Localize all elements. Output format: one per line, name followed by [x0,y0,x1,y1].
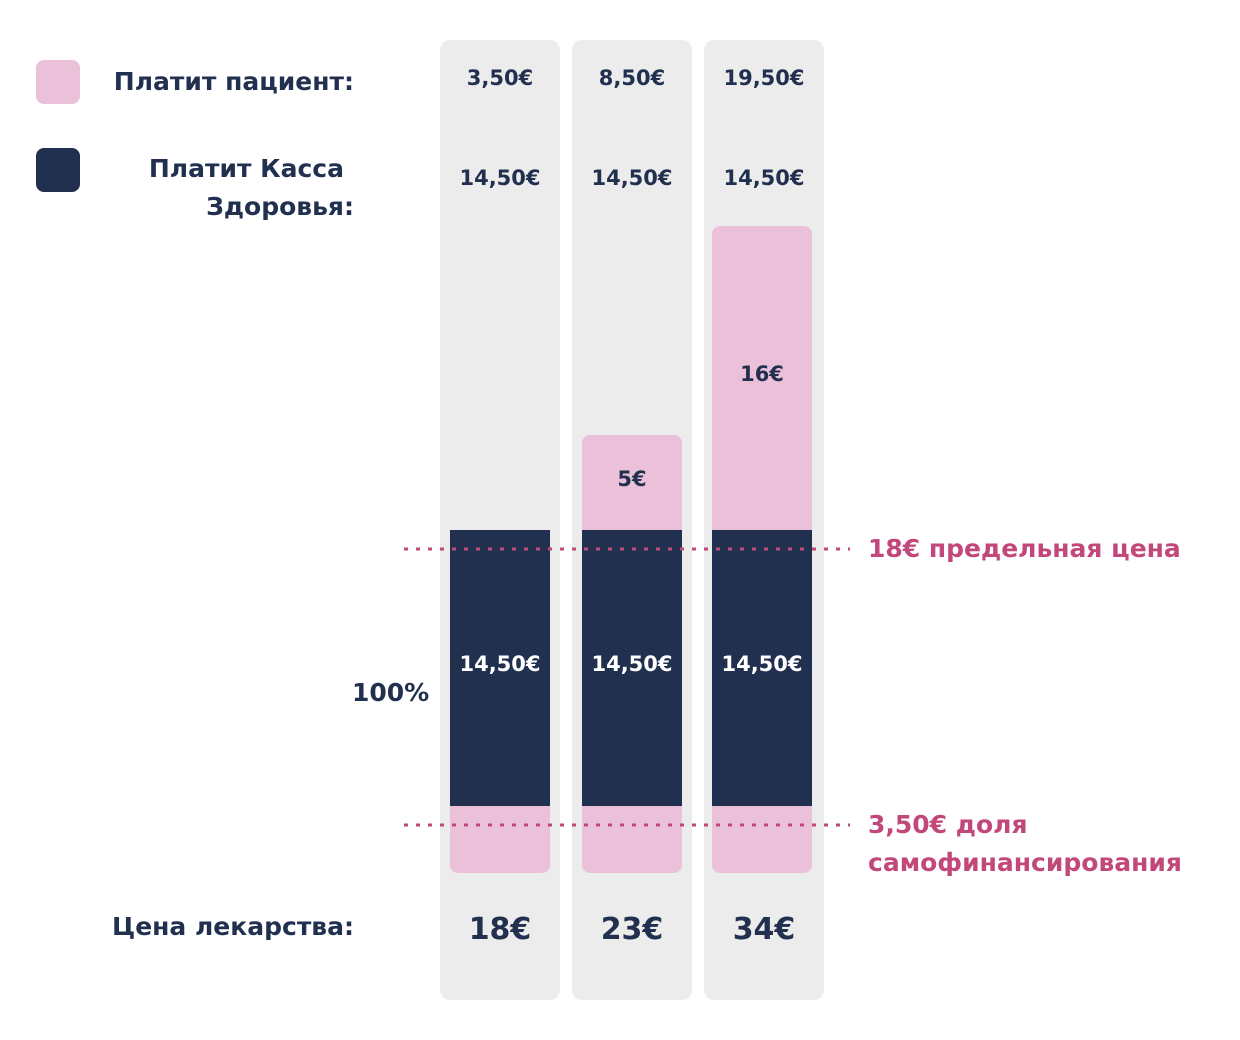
legend-label-fund-line1: Платит Касса [148,154,344,183]
percent-label: 100% [352,678,430,707]
bar-patient-extra-label-2: 5€ [617,466,647,491]
fund-pays-value-2: 14,50€ [591,166,673,190]
legend-swatch-patient [36,60,80,104]
bar-fund-label-2: 14,50€ [591,652,673,677]
ceiling-annotation: 18€ предельная цена [868,534,1181,563]
legend-label-patient: Платит пациент: [113,67,354,96]
legend-label-fund-line2: Здоровья: [206,192,354,221]
bar-patient-extra-label-3: 16€ [740,362,784,387]
patient-pays-value-3: 19,50€ [723,66,805,90]
drug-price-2: 23€ [600,912,664,947]
price-row-label: Цена лекарства: [112,912,354,941]
legend-swatch-fund [36,148,80,192]
patient-pays-value-1: 3,50€ [466,66,534,90]
bar-fund-1 [450,530,550,807]
bar-fund-3 [712,530,812,807]
fund-pays-value-3: 14,50€ [723,166,805,190]
copay-annotation-line1: 3,50€ доля [868,810,1028,839]
bar-fund-label-1: 14,50€ [459,652,541,677]
bar-fund-label-3: 14,50€ [721,652,803,677]
drug-price-3: 34€ [732,912,796,947]
fund-pays-value-1: 14,50€ [459,166,541,190]
patient-pays-value-2: 8,50€ [598,66,666,90]
bar-fund-2 [582,530,682,807]
copay-annotation-line2: самофинансирования [868,848,1182,877]
drug-price-1: 18€ [468,912,532,947]
